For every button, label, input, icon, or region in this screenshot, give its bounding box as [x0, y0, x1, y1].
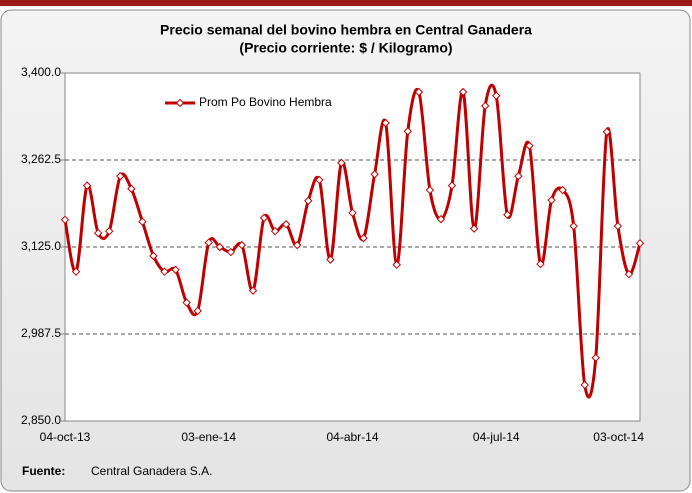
point-marker [105, 226, 114, 236]
point-marker [193, 306, 202, 316]
x-tick-label: 04-jul-14 [473, 430, 520, 444]
point-marker [237, 240, 247, 250]
point-marker [138, 217, 147, 226]
point-marker [370, 170, 379, 179]
point-marker [149, 251, 158, 261]
point-marker [326, 255, 335, 264]
x-tick-label: 03-oct-14 [593, 430, 644, 444]
point-marker [248, 286, 258, 295]
point-marker [204, 238, 213, 247]
chart-title: Precio semanal del bovino hembra en Cent… [160, 22, 532, 38]
point-marker [635, 238, 645, 248]
point-marker [215, 242, 225, 252]
top-bar [0, 0, 692, 6]
point-marker [82, 181, 92, 190]
point-marker [436, 214, 446, 224]
legend-marker [175, 98, 185, 108]
point-marker [624, 269, 634, 279]
point-marker [492, 91, 501, 100]
point-marker [226, 247, 236, 257]
point-marker [127, 184, 136, 193]
x-tick-label: 03-ene-14 [181, 430, 236, 444]
point-marker [469, 224, 479, 233]
point-marker [259, 213, 269, 223]
point-marker [270, 226, 280, 236]
point-marker [447, 181, 457, 190]
point-marker [425, 185, 435, 195]
point-marker [547, 195, 556, 205]
point-marker [93, 228, 103, 238]
point-marker [348, 208, 357, 218]
point-marker [337, 158, 346, 168]
y-tick-label: 2,987.5 [21, 326, 61, 340]
point-marker [116, 171, 125, 181]
point-marker [182, 298, 191, 307]
point-marker [414, 87, 424, 97]
point-marker [480, 101, 490, 111]
point-marker [458, 87, 468, 97]
source-label: Fuente: [22, 464, 65, 478]
point-marker [580, 380, 589, 390]
y-tick-label: 3,262.5 [21, 152, 61, 166]
y-tick-label: 3,125.0 [21, 239, 61, 253]
point-marker [392, 260, 401, 269]
y-tick-label: 2,850.0 [21, 413, 61, 427]
point-marker [315, 175, 324, 185]
point-marker [293, 240, 302, 250]
x-tick-label: 04-oct-13 [40, 430, 91, 444]
point-marker [359, 233, 368, 243]
point-marker [558, 185, 567, 195]
point-marker [536, 259, 545, 269]
point-marker [569, 221, 578, 231]
point-marker [514, 171, 523, 181]
point-marker [525, 141, 534, 150]
point-marker [381, 118, 390, 128]
y-tick-label: 3,400.0 [21, 65, 61, 79]
point-marker [71, 267, 81, 276]
point-marker [591, 353, 600, 362]
x-tick-label: 04-abr-14 [326, 430, 378, 444]
chart-subtitle: (Precio corriente: $ / Kilogramo) [239, 40, 452, 56]
point-marker [160, 267, 169, 276]
point-marker [304, 196, 313, 206]
point-marker [613, 221, 623, 231]
source: Central Ganadera S.A. [91, 464, 212, 478]
point-marker [602, 127, 612, 137]
legend-label: Prom Po Bovino Hembra [199, 95, 332, 109]
point-marker [60, 215, 70, 225]
point-marker [403, 127, 412, 136]
point-marker [503, 210, 512, 219]
point-marker [281, 220, 291, 229]
point-marker [171, 265, 180, 274]
